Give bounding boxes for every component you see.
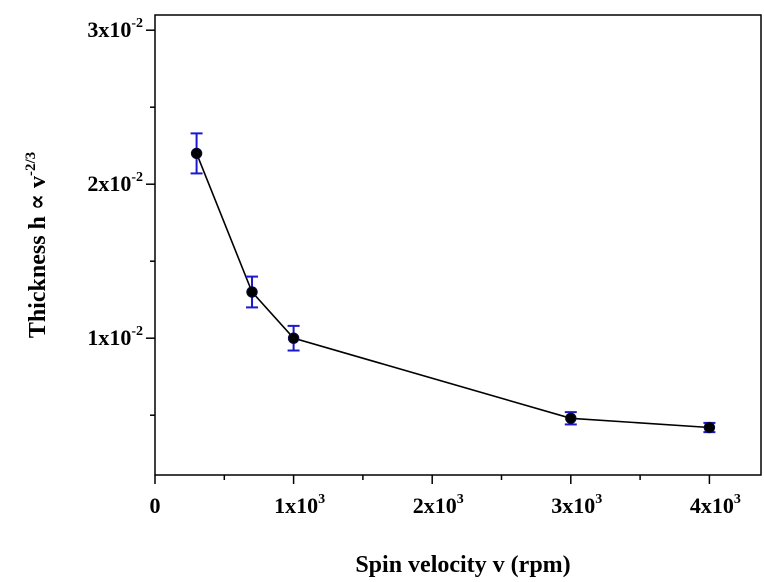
x-tick-label: 2x103 xyxy=(413,492,464,518)
x-tick-label: 4x103 xyxy=(690,492,741,518)
data-point xyxy=(246,286,258,298)
x-axis-title: Spin velocity v (rpm) xyxy=(355,552,570,578)
y-tick-label: 1x10-2 xyxy=(87,324,143,350)
y-axis-title: Thickness h ∝ v-2/3 xyxy=(23,152,51,338)
y-tick-label: 2x10-2 xyxy=(87,170,143,196)
data-point xyxy=(565,412,577,424)
x-axis: 0 1x103 2x103 3x103 4x103 xyxy=(150,475,741,518)
y-tick-label: 3x10-2 xyxy=(87,16,143,42)
x-tick-label: 3x103 xyxy=(551,492,602,518)
plot-frame xyxy=(154,14,762,476)
data-point xyxy=(703,421,716,434)
plot-area xyxy=(190,132,716,434)
data-point xyxy=(190,147,203,160)
y-axis: 1x10-2 2x10-2 3x10-2 xyxy=(87,16,155,416)
x-tick-label: 0 xyxy=(150,493,161,518)
x-tick-label: 1x103 xyxy=(274,492,325,518)
series-line xyxy=(195,153,710,429)
data-point xyxy=(287,332,300,344)
